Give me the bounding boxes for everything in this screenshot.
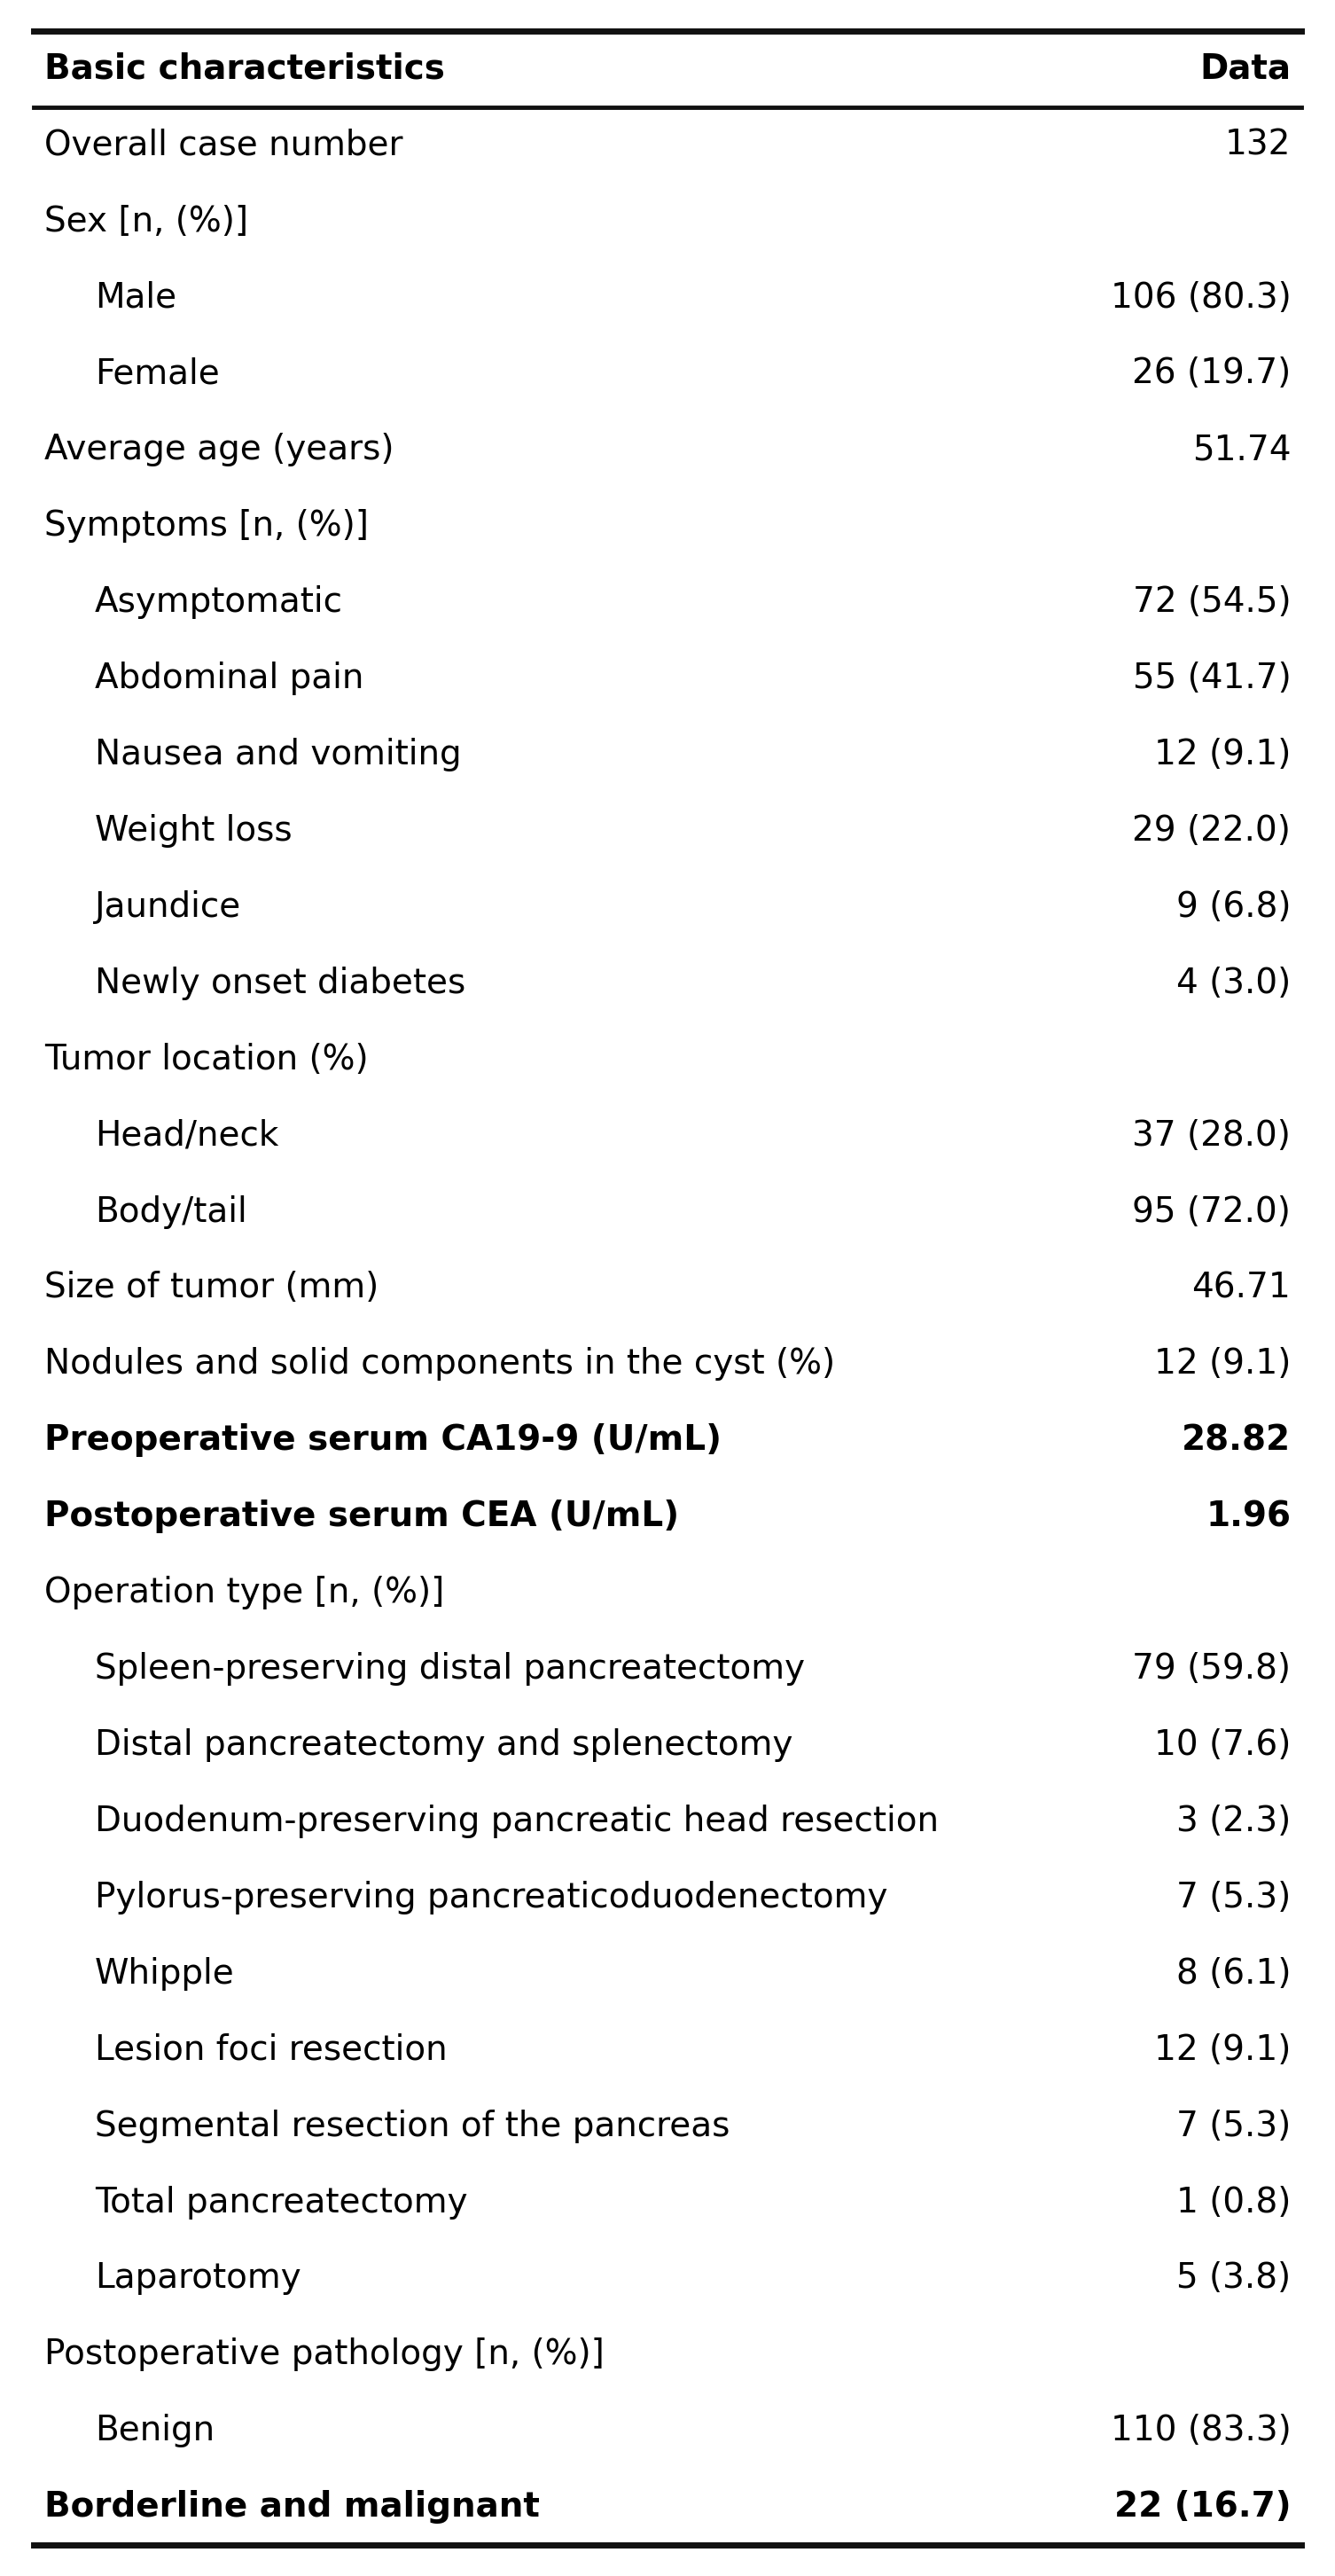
- Text: Sex [n, (%)]: Sex [n, (%)]: [44, 204, 248, 237]
- Text: Nausea and vomiting: Nausea and vomiting: [95, 737, 462, 773]
- Text: Preoperative serum CA19-9 (U/mL): Preoperative serum CA19-9 (U/mL): [44, 1425, 721, 1458]
- Text: Postoperative pathology [n, (%)]: Postoperative pathology [n, (%)]: [44, 2339, 605, 2372]
- Text: Body/tail: Body/tail: [95, 1195, 247, 1229]
- Text: 132: 132: [1226, 129, 1291, 162]
- Text: 4 (3.0): 4 (3.0): [1176, 966, 1291, 999]
- Text: Average age (years): Average age (years): [44, 433, 394, 466]
- Text: Newly onset diabetes: Newly onset diabetes: [95, 966, 466, 999]
- Text: 12 (9.1): 12 (9.1): [1153, 2032, 1291, 2066]
- Text: 51.74: 51.74: [1192, 433, 1291, 466]
- Text: 37 (28.0): 37 (28.0): [1132, 1118, 1291, 1151]
- Text: Weight loss: Weight loss: [95, 814, 292, 848]
- Text: 29 (22.0): 29 (22.0): [1132, 814, 1291, 848]
- Text: Distal pancreatectomy and splenectomy: Distal pancreatectomy and splenectomy: [95, 1728, 793, 1762]
- Text: Benign: Benign: [95, 2414, 215, 2447]
- Text: Jaundice: Jaundice: [95, 891, 242, 925]
- Text: Abdominal pain: Abdominal pain: [95, 662, 363, 696]
- Text: Pylorus-preserving pancreaticoduodenectomy: Pylorus-preserving pancreaticoduodenecto…: [95, 1880, 888, 1914]
- Text: 9 (6.8): 9 (6.8): [1176, 891, 1291, 925]
- Text: 22 (16.7): 22 (16.7): [1113, 2491, 1291, 2524]
- Text: Symptoms [n, (%)]: Symptoms [n, (%)]: [44, 510, 368, 544]
- Text: Operation type [n, (%)]: Operation type [n, (%)]: [44, 1577, 445, 1610]
- Text: Tumor location (%): Tumor location (%): [44, 1043, 368, 1077]
- Text: Size of tumor (mm): Size of tumor (mm): [44, 1270, 378, 1306]
- Text: Laparotomy: Laparotomy: [95, 2262, 300, 2295]
- Text: 7 (5.3): 7 (5.3): [1176, 2110, 1291, 2143]
- Text: 1.96: 1.96: [1206, 1499, 1291, 1533]
- Text: 79 (59.8): 79 (59.8): [1132, 1651, 1291, 1685]
- Text: 3 (2.3): 3 (2.3): [1176, 1803, 1291, 1839]
- Text: 26 (19.7): 26 (19.7): [1132, 358, 1291, 392]
- Text: Whipple: Whipple: [95, 1958, 235, 1991]
- Text: Lesion foci resection: Lesion foci resection: [95, 2032, 447, 2066]
- Text: 55 (41.7): 55 (41.7): [1132, 662, 1291, 696]
- Text: Total pancreatectomy: Total pancreatectomy: [95, 2184, 467, 2218]
- Text: Segmental resection of the pancreas: Segmental resection of the pancreas: [95, 2110, 730, 2143]
- Text: Duodenum-preserving pancreatic head resection: Duodenum-preserving pancreatic head rese…: [95, 1803, 939, 1839]
- Text: Male: Male: [95, 281, 176, 314]
- Text: 106 (80.3): 106 (80.3): [1111, 281, 1291, 314]
- Text: 28.82: 28.82: [1181, 1425, 1291, 1458]
- Text: Female: Female: [95, 358, 219, 392]
- Text: Overall case number: Overall case number: [44, 129, 403, 162]
- Text: 46.71: 46.71: [1192, 1270, 1291, 1306]
- Text: 110 (83.3): 110 (83.3): [1111, 2414, 1291, 2447]
- Text: Data: Data: [1200, 52, 1291, 85]
- Text: 95 (72.0): 95 (72.0): [1132, 1195, 1291, 1229]
- Text: 1 (0.8): 1 (0.8): [1176, 2184, 1291, 2218]
- Text: 10 (7.6): 10 (7.6): [1153, 1728, 1291, 1762]
- Text: Asymptomatic: Asymptomatic: [95, 585, 343, 618]
- Text: 7 (5.3): 7 (5.3): [1176, 1880, 1291, 1914]
- Text: 72 (54.5): 72 (54.5): [1132, 585, 1291, 618]
- Text: Basic characteristics: Basic characteristics: [44, 52, 445, 85]
- Text: 8 (6.1): 8 (6.1): [1176, 1958, 1291, 1991]
- Text: Head/neck: Head/neck: [95, 1118, 279, 1151]
- Text: 5 (3.8): 5 (3.8): [1176, 2262, 1291, 2295]
- Text: Borderline and malignant: Borderline and malignant: [44, 2491, 539, 2524]
- Text: 12 (9.1): 12 (9.1): [1153, 1347, 1291, 1381]
- Text: 12 (9.1): 12 (9.1): [1153, 737, 1291, 773]
- Text: Nodules and solid components in the cyst (%): Nodules and solid components in the cyst…: [44, 1347, 834, 1381]
- Text: Spleen-preserving distal pancreatectomy: Spleen-preserving distal pancreatectomy: [95, 1651, 805, 1685]
- Text: Postoperative serum CEA (U/mL): Postoperative serum CEA (U/mL): [44, 1499, 680, 1533]
